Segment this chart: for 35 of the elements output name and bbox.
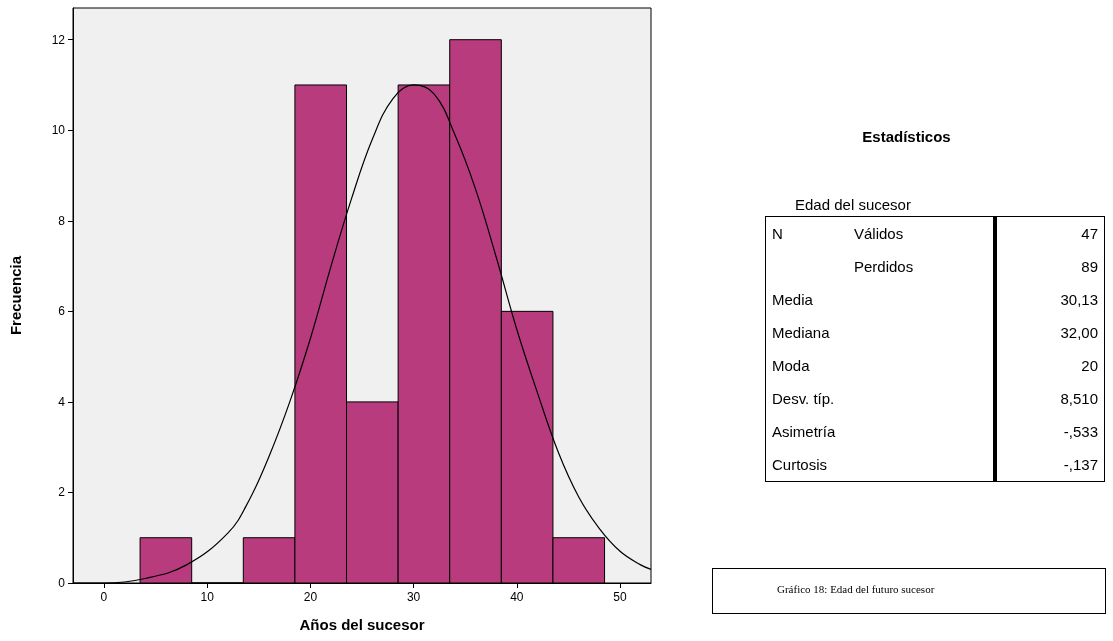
x-tick-label: 40	[510, 590, 524, 604]
text: Edad del sucesor	[795, 196, 911, 213]
y-axis-title: Frecuencia	[7, 255, 24, 336]
text: 89	[1081, 258, 1098, 275]
x-tick-label: 20	[303, 590, 318, 604]
category-label: Perdidos	[854, 258, 914, 275]
category-label: Mediana	[771, 323, 831, 343]
y-tick-label: 2	[58, 485, 66, 500]
y-tick-label: 0	[58, 576, 66, 590]
y-tick-label: 8	[58, 213, 66, 228]
category-label: Media	[771, 290, 814, 310]
text: 30,13	[1060, 291, 1098, 308]
x-tick-label: 30	[406, 590, 421, 604]
text: -,533	[1063, 423, 1098, 440]
x-tick-label: 10	[200, 590, 215, 604]
x-axis-title: Años del sucesor	[299, 616, 425, 633]
x-tick-label: 0	[100, 590, 108, 604]
text: 47	[1081, 225, 1098, 242]
text: Estadísticos	[861, 128, 952, 145]
text: 20	[1081, 357, 1098, 374]
text: Gráfico 18: Edad del futuro sucesor	[777, 583, 935, 595]
category-label: Moda	[771, 356, 811, 376]
category-label: Válidos	[854, 225, 904, 242]
x-tick-label: 50	[613, 590, 628, 604]
y-tick-label: 6	[58, 304, 66, 319]
category-label: Curtosis	[771, 455, 828, 475]
text: 8,510	[1060, 390, 1098, 407]
category-label: Asimetría	[771, 422, 837, 442]
y-tick-label: 10	[51, 123, 66, 138]
y-tick-label: 12	[51, 32, 66, 47]
category-label: N	[771, 224, 784, 244]
text: 32,00	[1060, 324, 1098, 341]
category-label: Desv. típ.	[771, 389, 836, 409]
text: -,137	[1063, 456, 1098, 473]
y-tick-label: 4	[58, 394, 66, 409]
